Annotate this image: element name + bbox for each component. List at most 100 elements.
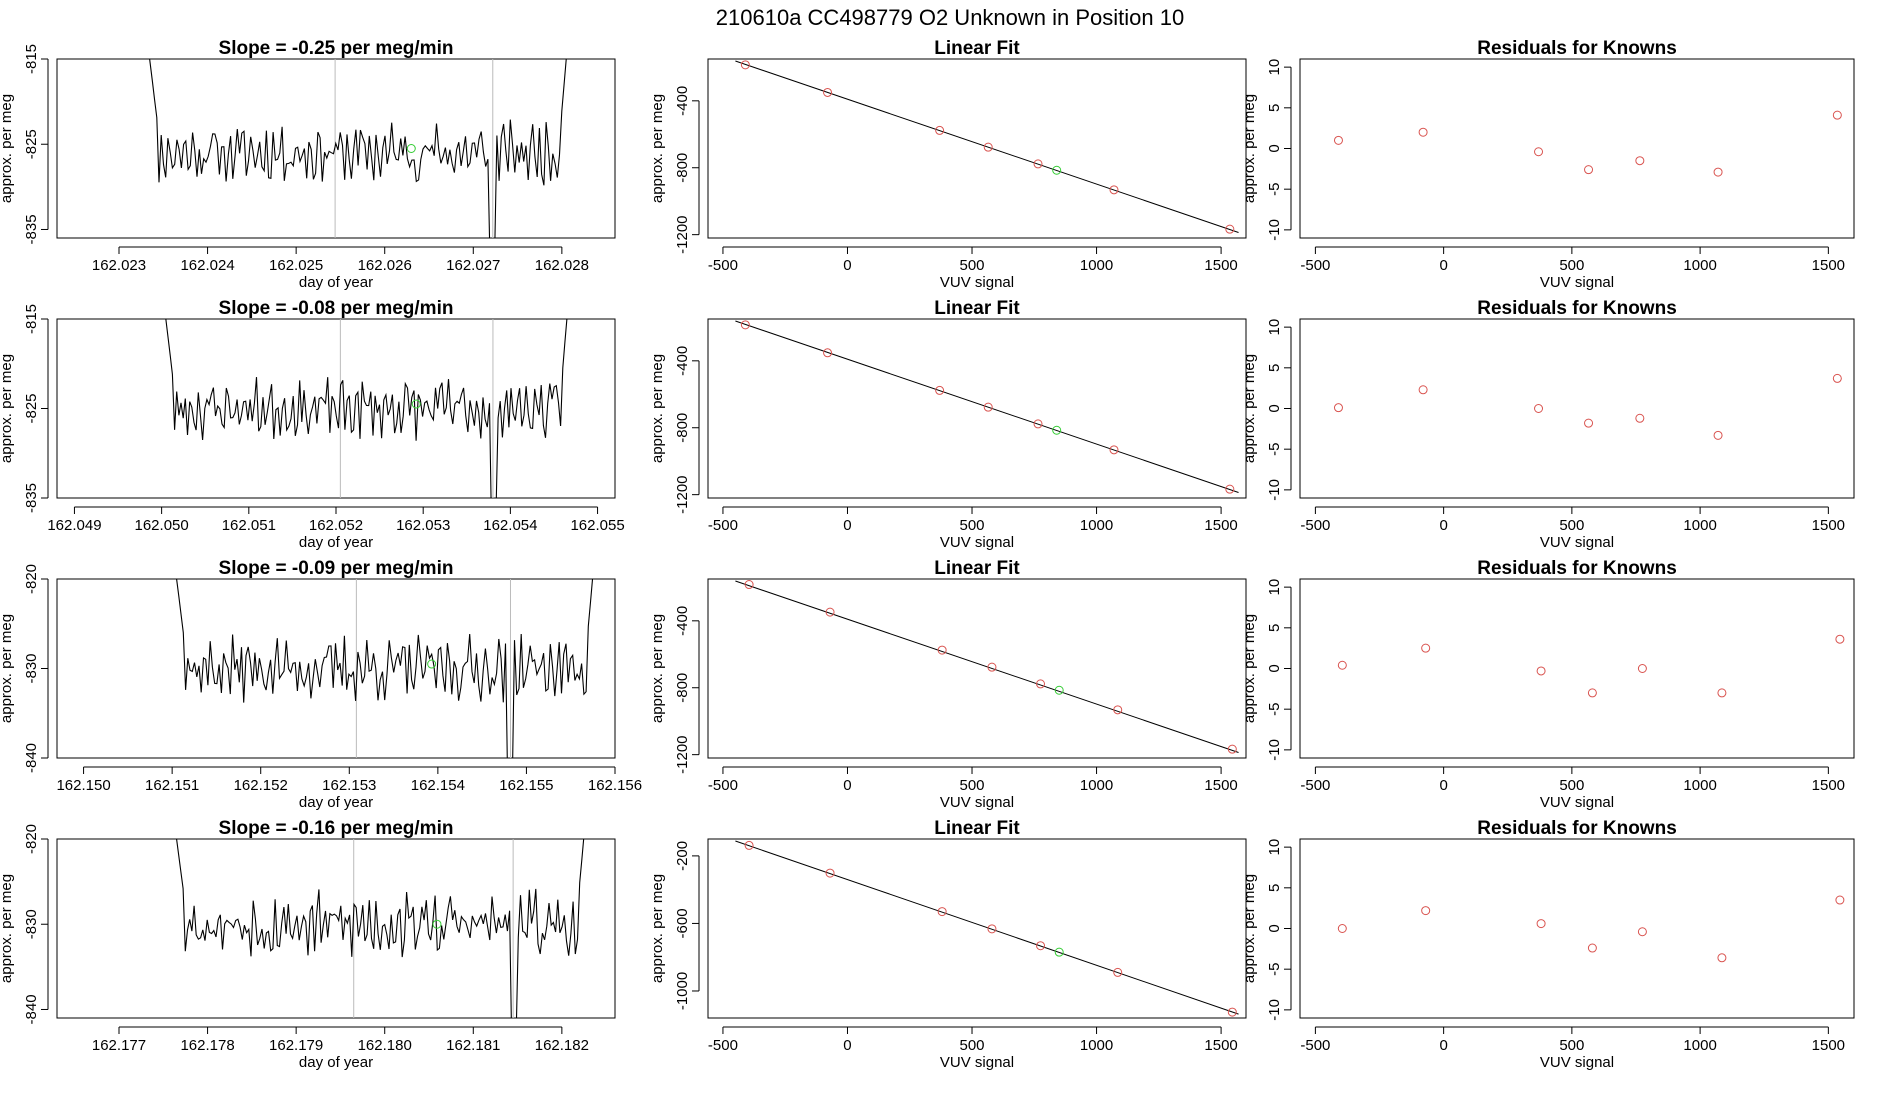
y-tick-label: 0 xyxy=(1266,664,1283,672)
known-point xyxy=(987,924,997,934)
x-tick-label: 1500 xyxy=(1812,777,1845,794)
known-point xyxy=(1637,927,1647,937)
y-axis-label: approx. per meg xyxy=(649,94,666,203)
data-trace xyxy=(176,839,585,1018)
panel-title: Slope = -0.25 per meg/min xyxy=(219,38,454,59)
figure-title: 210610a CC498779 O2 Unknown in Position … xyxy=(716,5,1184,30)
x-tick-label: 162.155 xyxy=(499,777,553,794)
x-tick-label: 162.151 xyxy=(145,777,199,794)
x-tick-label: 162.055 xyxy=(570,517,624,534)
x-axis-label: VUV signal xyxy=(1540,274,1614,291)
x-tick-label: 0 xyxy=(843,1037,851,1054)
x-tick-label: 0 xyxy=(843,257,851,274)
y-tick-label: -835 xyxy=(23,214,40,244)
x-tick-label: 1500 xyxy=(1812,257,1845,274)
panel-title: Slope = -0.09 per meg/min xyxy=(219,558,454,579)
x-tick-label: 162.050 xyxy=(135,517,189,534)
x-tick-label: 0 xyxy=(1439,257,1447,274)
y-tick-label: -815 xyxy=(23,44,40,74)
panel-grid: Slope = -0.25 per meg/min 162.023 162.024 1… xyxy=(0,38,1855,1071)
panel-title: Slope = -0.16 per meg/min xyxy=(219,818,454,839)
panel-title: Residuals for Knowns xyxy=(1477,818,1677,839)
x-axis-label: VUV signal xyxy=(1540,534,1614,551)
known-point xyxy=(1033,419,1043,429)
panel-title: Slope = -0.08 per meg/min xyxy=(219,298,454,319)
data-layer xyxy=(1333,110,1842,177)
y-tick-label: 5 xyxy=(1266,884,1283,892)
panel-title: Residuals for Knowns xyxy=(1477,298,1677,319)
x-tick-label: 1000 xyxy=(1080,517,1113,534)
known-point xyxy=(1534,404,1544,413)
y-tick-label: -840 xyxy=(23,743,40,773)
x-tick-label: 500 xyxy=(1559,257,1584,274)
y-tick-label: 10 xyxy=(1266,579,1283,596)
y-axis-label: approx. per meg xyxy=(0,94,15,203)
y-tick-label: -5 xyxy=(1266,443,1283,456)
y-tick-label: -5 xyxy=(1266,963,1283,976)
x-tick-label: 1500 xyxy=(1204,777,1237,794)
x-tick-label: 500 xyxy=(960,517,985,534)
known-point xyxy=(1113,967,1123,977)
unknown-point xyxy=(1052,425,1062,435)
y-axis-label: approx. per meg xyxy=(649,614,666,723)
x-tick-label: 0 xyxy=(843,777,851,794)
x-tick-label: 162.180 xyxy=(358,1037,412,1054)
x-tick-label: -500 xyxy=(1300,777,1330,794)
y-tick-label: 10 xyxy=(1266,59,1283,76)
known-point xyxy=(1333,403,1343,413)
data-layer xyxy=(1337,634,1845,698)
x-axis-label: VUV signal xyxy=(940,274,1014,291)
known-point xyxy=(1421,643,1431,653)
data-layer xyxy=(149,59,567,238)
panel-r3-c3: Residuals for Knowns -500 0 500 1000 1500 VUV … xyxy=(1241,558,1855,811)
panel-r4-c3: Residuals for Knowns -500 0 500 1000 1500 VUV … xyxy=(1241,818,1855,1071)
y-tick-label: -800 xyxy=(674,153,691,183)
x-axis-label: day of year xyxy=(299,1054,373,1071)
known-point xyxy=(1584,418,1594,428)
known-point xyxy=(1109,445,1119,455)
panel-r1-c1: Slope = -0.25 per meg/min 162.023 162.024 1… xyxy=(0,38,616,291)
plot-frame xyxy=(707,58,1247,239)
x-tick-label: 1500 xyxy=(1812,517,1845,534)
y-tick-label: -600 xyxy=(674,908,691,938)
x-tick-label: 500 xyxy=(960,777,985,794)
known-point xyxy=(1225,224,1235,234)
x-tick-label: 162.023 xyxy=(92,257,146,274)
panel-title: Residuals for Knowns xyxy=(1477,38,1677,59)
known-point xyxy=(823,348,833,358)
y-tick-label: -825 xyxy=(23,129,40,159)
data-layer xyxy=(735,580,1239,754)
x-tick-label: 162.027 xyxy=(446,257,500,274)
x-axis-label: VUV signal xyxy=(940,794,1014,811)
plot-frame xyxy=(707,578,1247,759)
y-tick-label: -830 xyxy=(23,909,40,939)
known-point xyxy=(1033,159,1043,169)
known-point xyxy=(937,645,947,655)
x-tick-label: 1500 xyxy=(1204,257,1237,274)
panel-r3-c1: Slope = -0.09 per meg/min 162.150 162.151 1… xyxy=(0,558,642,811)
y-tick-label: -10 xyxy=(1266,739,1283,761)
known-point xyxy=(1635,413,1645,423)
plot-frame xyxy=(1299,838,1855,1019)
known-point xyxy=(1337,924,1347,933)
data-layer xyxy=(735,60,1239,234)
data-layer xyxy=(1337,895,1845,963)
y-tick-label: -400 xyxy=(674,606,691,636)
y-tick-label: -200 xyxy=(674,841,691,871)
y-tick-label: -1000 xyxy=(674,972,691,1010)
x-tick-label: 500 xyxy=(960,1037,985,1054)
panel-r1-c2: Linear Fit -500 0 500 1000 1500 VUV signal -400… xyxy=(649,38,1247,291)
y-tick-label: -1200 xyxy=(674,735,691,773)
panel-r3-c2: Linear Fit -500 0 500 1000 1500 VUV signal -400… xyxy=(649,558,1247,811)
x-tick-label: -500 xyxy=(708,1037,738,1054)
y-tick-label: -830 xyxy=(23,653,40,683)
y-axis-label: approx. per meg xyxy=(649,874,666,983)
y-tick-label: 5 xyxy=(1266,104,1283,112)
known-point xyxy=(1536,919,1546,929)
known-point xyxy=(1113,705,1123,715)
known-point xyxy=(987,662,997,672)
x-tick-label: 162.152 xyxy=(234,777,288,794)
fit-line xyxy=(735,840,1239,1015)
panel-title: Linear Fit xyxy=(934,38,1020,59)
known-point xyxy=(1717,688,1727,698)
